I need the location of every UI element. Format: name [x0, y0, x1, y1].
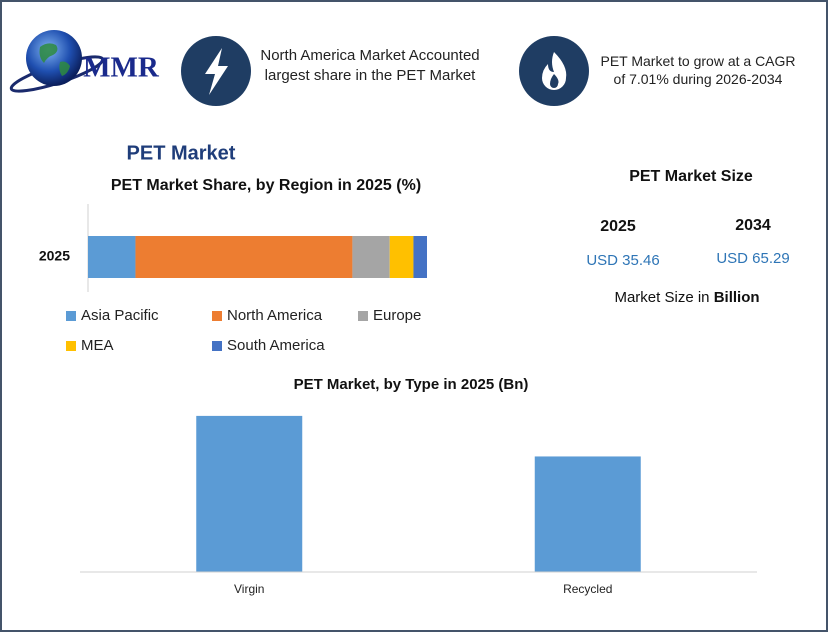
legend-swatch [358, 311, 368, 321]
year-label: 2034 [735, 217, 771, 234]
logo: MMR [9, 30, 160, 93]
logo-text: MMR [83, 52, 160, 84]
legend-swatch [212, 311, 222, 321]
chart-title: PET Market Share, by Region in 2025 (%) [111, 177, 421, 194]
legend-swatch [212, 341, 222, 351]
legend-swatch [66, 341, 76, 351]
flame-icon [519, 36, 589, 106]
page-title: PET Market [127, 142, 236, 164]
unit-note-text: Market Size in [614, 289, 709, 306]
y-tick-label: 2025 [39, 248, 70, 264]
market-value: USD 65.29 [716, 250, 789, 267]
unit-note: Market Size in Billion [614, 289, 759, 306]
header-note: North America Market Accounted largest s… [260, 47, 480, 84]
x-tick-label: Virgin [234, 582, 264, 596]
bar [196, 415, 303, 572]
legend-label: Europe [373, 307, 421, 324]
bar [534, 456, 641, 572]
market-value: USD 35.46 [586, 252, 659, 269]
bar-segment [413, 236, 427, 278]
bar-segment [352, 236, 390, 278]
legend-label: Asia Pacific [81, 307, 159, 324]
bar-segment [135, 236, 353, 278]
chart-title: PET Market, by Type in 2025 (Bn) [294, 376, 529, 393]
market-size-title: PET Market Size [629, 168, 753, 185]
x-tick-label: Recycled [563, 582, 612, 596]
header-note: PET Market to grow at a CAGR of 7.01% du… [600, 53, 796, 88]
year-label: 2025 [600, 218, 636, 235]
legend-label: MEA [81, 337, 114, 354]
legend-label: South America [227, 337, 325, 354]
lightning-icon [181, 36, 251, 106]
bar-segment [389, 236, 414, 278]
charts: PET Market Share, by Region in 2025 (%) 2… [39, 177, 757, 596]
legend-swatch [66, 311, 76, 321]
bar-segment [88, 236, 136, 278]
legend-label: North America [227, 307, 323, 324]
unit-note-bold: Billion [714, 289, 760, 306]
